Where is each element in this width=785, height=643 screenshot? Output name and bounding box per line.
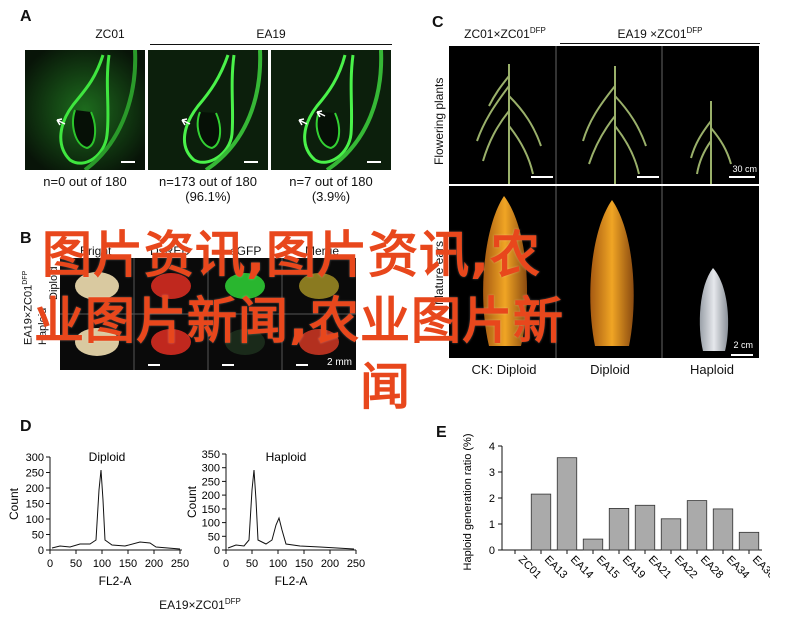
d1-xtick-0: 0 [47, 558, 53, 570]
histogram-diploid: 0 50 100 150 200 250 300 0 50 100 150 20… [7, 450, 189, 588]
d2-xtick-4: 200 [321, 558, 339, 570]
chart-ytick-label: 0 [489, 545, 495, 557]
d2-ytick-0: 0 [214, 545, 220, 557]
d2-xtick-0: 0 [223, 558, 229, 570]
d2-ytick-6: 300 [202, 463, 220, 475]
caption-c-2: Diploid [590, 362, 630, 377]
chart-xtick-label: EA19 [620, 554, 648, 582]
caption-a-1: n=0 out of 180 [43, 174, 127, 189]
d1-ylabel: Count [7, 487, 21, 520]
panel-a-label: A [20, 8, 32, 25]
panel-b-label: B [20, 230, 32, 247]
panel-c-group1: ZC01×ZC01DFP [464, 26, 546, 41]
bar-ea19 [608, 508, 630, 551]
bar-ea15 [582, 538, 604, 551]
d2-title: Haploid [266, 450, 307, 464]
d2-ytick-4: 200 [202, 490, 220, 502]
chart-xtick-label: EA28 [698, 554, 726, 582]
panel-a-group1: ZC01 [95, 27, 125, 41]
panel-c-plants-image: 30 cm [449, 46, 759, 184]
panel-a-group2: EA19 [256, 27, 286, 41]
panel-c-row-flowering: Flowering plants [432, 77, 446, 165]
d2-ytick-3: 150 [202, 504, 220, 516]
panel-c-ears-image: 2 cm [449, 186, 759, 358]
panel-b-col-bright: Bright [80, 244, 112, 258]
chart-ytick-label: 3 [489, 467, 495, 479]
d2-xtick-2: 100 [269, 558, 287, 570]
histogram-haploid: 0 50 100 150 200 250 300 350 0 50 100 15… [185, 449, 365, 588]
d1-ytick-1: 50 [32, 530, 44, 542]
panel-e-label: E [436, 424, 447, 441]
bar-ea13 [530, 493, 552, 551]
bar-ea14 [556, 457, 578, 551]
panel-c-scale1: 30 cm [732, 164, 757, 174]
chart-ytick-label: 2 [489, 493, 495, 505]
caption-c-3: Haploid [689, 362, 735, 377]
d2-xlabel: FL2-A [275, 574, 308, 588]
panel-b-col-egfp: eGFP [230, 244, 262, 258]
chart-xtick-label: EA36 [750, 554, 770, 582]
panel-b-scale-label: 2 mm [327, 357, 352, 368]
d2-xtick-5: 250 [347, 558, 365, 570]
d1-ytick-0: 0 [38, 545, 44, 557]
d2-xtick-1: 50 [246, 558, 258, 570]
micrograph-ea19-2 [271, 50, 391, 170]
bar-ea28 [686, 500, 708, 551]
overlay-line-3: 闻 [360, 358, 411, 416]
bar-ea22 [660, 518, 682, 551]
d1-xlabel: FL2-A [99, 574, 132, 588]
d2-xtick-3: 150 [295, 558, 313, 570]
panel-c-group2-line [560, 43, 760, 44]
d1-ytick-6: 300 [26, 452, 44, 464]
d1-ytick-2: 100 [26, 514, 44, 526]
caption-a-2: n=173 out of 180 (96.1%) [159, 174, 257, 204]
panel-b-image-grid: 2 mm [60, 258, 356, 370]
panel-c-label: C [432, 14, 444, 31]
bar-ea21 [634, 504, 656, 551]
panel-d-label: D [20, 418, 32, 435]
d1-ytick-4: 200 [26, 483, 44, 495]
chart-xtick-label: EA14 [568, 554, 596, 582]
panel-b-side-label: EA19×ZC01DFP [22, 270, 35, 345]
d1-xtick-3: 150 [119, 558, 137, 570]
panel-b-col-merge: Merge [305, 244, 340, 258]
panel-c-scale2: 2 cm [733, 340, 753, 350]
d2-ytick-2: 100 [202, 518, 220, 530]
bar-ea34 [712, 508, 734, 551]
bar-chart-haploid-ratio: Haploid generation ratio (%) 01234ZC01EA… [462, 434, 770, 582]
chart-xtick-label: EA21 [646, 554, 674, 582]
d2-ytick-7: 350 [202, 449, 220, 461]
caption-a-3: n=7 out of 180 (3.9%) [289, 174, 373, 204]
d1-title: Diploid [89, 450, 126, 464]
d1-ytick-3: 150 [26, 499, 44, 511]
chart-ytick-label: 4 [489, 441, 495, 453]
chart-xtick-label: EA15 [594, 554, 622, 582]
d2-ylabel: Count [185, 485, 199, 518]
chart-ylabel: Haploid generation ratio (%) [462, 434, 474, 571]
d1-xtick-2: 100 [93, 558, 111, 570]
d1-ytick-5: 250 [26, 468, 44, 480]
micrograph-zc01 [25, 50, 145, 170]
chart-xtick-label: EA34 [724, 554, 752, 582]
micrograph-ea19-1 [148, 50, 268, 170]
panel-a-group2-line [150, 44, 392, 45]
overlay-line-1: 图片资讯,图片资讯,农 [42, 226, 541, 284]
chart-xtick-label: EA22 [672, 554, 700, 582]
caption-c-1: CK: Diploid [471, 362, 537, 377]
chart-xtick-label: ZC01 [516, 554, 544, 582]
d1-xtick-5: 250 [171, 558, 189, 570]
panel-b-col-dsred: DsRED [150, 244, 191, 258]
chart-xtick-label: EA13 [542, 554, 570, 582]
d1-xtick-4: 200 [145, 558, 163, 570]
panel-d-histograms: 0 50 100 150 200 250 300 0 50 100 150 20… [7, 449, 365, 588]
d2-ytick-5: 250 [202, 476, 220, 488]
d2-ytick-1: 50 [208, 531, 220, 543]
overlay-line-2: 业图片新闻,农业图片新 [34, 292, 564, 350]
panel-c-group2: EA19 ×ZC01DFP [617, 26, 703, 41]
d1-xtick-1: 50 [70, 558, 82, 570]
panel-d-footer: EA19×ZC01DFP [159, 597, 241, 612]
chart-ytick-label: 1 [489, 519, 495, 531]
bar-ea36 [738, 531, 760, 551]
